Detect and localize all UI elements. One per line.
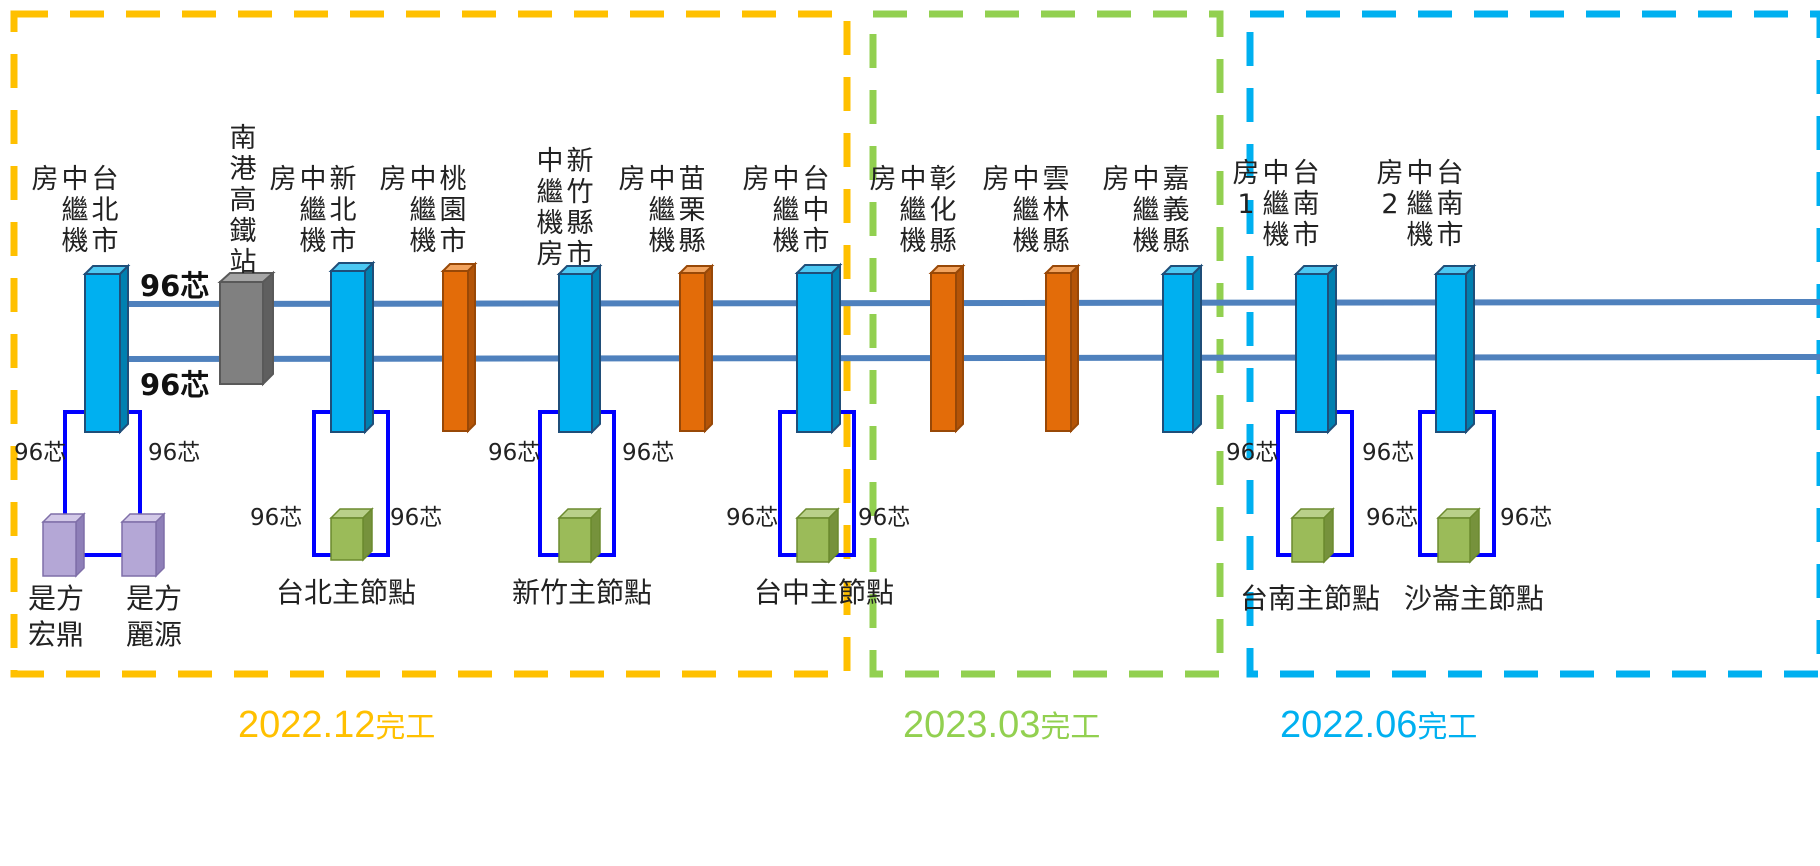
hsr-station-nangang bbox=[217, 270, 276, 387]
node-cubes bbox=[41, 507, 1481, 578]
relay-room-tainan2 bbox=[1433, 263, 1477, 435]
fiber-label: 96芯 bbox=[622, 440, 674, 466]
station-label-miaoli: 苗栗縣中繼機房 bbox=[619, 164, 706, 257]
station-label-changhua: 彰化縣中繼機房 bbox=[870, 164, 957, 257]
repeater-changhua bbox=[928, 263, 966, 434]
fiber-label: 96芯 bbox=[390, 505, 442, 531]
fiber-label: 96芯 bbox=[858, 505, 910, 531]
station-label-tainan2: 台南市中繼機房 2 bbox=[1377, 158, 1464, 251]
fiber-label: 96芯 bbox=[1366, 505, 1418, 531]
station-label-newtaipei: 新北市中繼機房 bbox=[270, 164, 357, 257]
fiber-label: 96芯 bbox=[14, 440, 66, 466]
node-label-tainan-main: 台南主節點 bbox=[1240, 582, 1380, 615]
phase-date-south: 2022.06完工 bbox=[1280, 704, 1477, 746]
fiber-label: 96芯 bbox=[726, 505, 778, 531]
node-label-shalun-main: 沙崙主節點 bbox=[1404, 582, 1544, 615]
fiber-label: 96芯 bbox=[148, 440, 200, 466]
phase-box-north bbox=[10, 10, 851, 678]
fiber-label: 96芯 bbox=[1362, 440, 1414, 466]
station-label-taoyuan: 桃園市中繼機房 bbox=[380, 164, 467, 257]
relay-room-taichung bbox=[794, 262, 843, 435]
phase-box-south bbox=[1246, 10, 1820, 678]
main-node-hsinchu bbox=[557, 507, 602, 564]
loop-lines bbox=[63, 410, 1496, 557]
customer-node-hongding bbox=[41, 512, 86, 578]
repeater-taoyuan bbox=[440, 261, 478, 434]
main-node-taipei bbox=[329, 507, 374, 562]
station-label-yunlin: 雲林縣中繼機房 bbox=[983, 164, 1070, 257]
main-node-tainan bbox=[1290, 507, 1335, 564]
trunk-lines bbox=[127, 299, 1820, 362]
main-node-taichung bbox=[795, 507, 840, 564]
station-label-nangang: 南港高鐵站 bbox=[230, 123, 257, 278]
repeater-yunlin bbox=[1043, 263, 1081, 434]
relay-room-tainan1 bbox=[1293, 263, 1339, 435]
station-label-taichung: 台中市中繼機房 bbox=[743, 164, 830, 257]
main-node-shalun bbox=[1436, 507, 1481, 564]
fiber-labels: 96芯 96芯 96芯 96芯 96芯 96芯 96芯 96芯 96芯 96芯 … bbox=[14, 269, 1552, 531]
phase-boxes bbox=[10, 10, 1820, 678]
node-labels: 是方宏鼎 是方麗源 台北主節點 新竹主節點 台中主節點 台南主節點 沙崙主節點 bbox=[28, 576, 1544, 651]
customer-node-liyuan bbox=[120, 512, 166, 578]
loop-line-taipei bbox=[63, 410, 142, 557]
node-label-hongding: 是方宏鼎 bbox=[28, 582, 84, 651]
phase-date-north: 2022.12完工 bbox=[238, 704, 435, 746]
station-labels: 台北市中繼機房 南港高鐵站 新北市中繼機房 桃園市中繼機房 新竹縣市中繼機房 苗… bbox=[32, 123, 1464, 278]
node-label-taichung-main: 台中主節點 bbox=[754, 576, 894, 609]
fiber-label: 96芯 bbox=[250, 505, 302, 531]
station-label-tainan1: 台南市中繼機房 1 bbox=[1233, 158, 1320, 251]
station-label-taipei: 台北市中繼機房 bbox=[32, 164, 119, 257]
station-label-hsinchu: 新竹縣市中繼機房 bbox=[537, 146, 594, 270]
node-label-hsinchu-main: 新竹主節點 bbox=[512, 576, 652, 609]
fiber-label-trunk-upper: 96芯 bbox=[140, 269, 209, 303]
trunk-line-lower bbox=[127, 354, 1820, 362]
phase-dates: 2022.12完工 2023.03完工 2022.06完工 bbox=[238, 704, 1477, 746]
fiber-label: 96芯 bbox=[1500, 505, 1552, 531]
fiber-label: 96芯 bbox=[1226, 440, 1278, 466]
pillars bbox=[82, 260, 1477, 435]
phase-date-central: 2023.03完工 bbox=[903, 704, 1100, 746]
relay-room-newtaipei bbox=[328, 260, 376, 435]
station-label-chiayi: 嘉義縣中繼機房 bbox=[1103, 164, 1190, 257]
fiber-label-trunk-lower: 96芯 bbox=[140, 368, 209, 402]
trunk-line-upper bbox=[127, 299, 1820, 307]
relay-room-hsinchu bbox=[556, 263, 603, 435]
node-label-taipei-main: 台北主節點 bbox=[276, 576, 416, 609]
node-label-liyuan: 是方麗源 bbox=[126, 582, 182, 651]
repeater-miaoli bbox=[677, 263, 715, 434]
fiber-label: 96芯 bbox=[488, 440, 540, 466]
phase-box-central bbox=[869, 10, 1224, 678]
relay-room-chiayi bbox=[1160, 263, 1204, 435]
relay-room-taipei bbox=[82, 263, 131, 435]
